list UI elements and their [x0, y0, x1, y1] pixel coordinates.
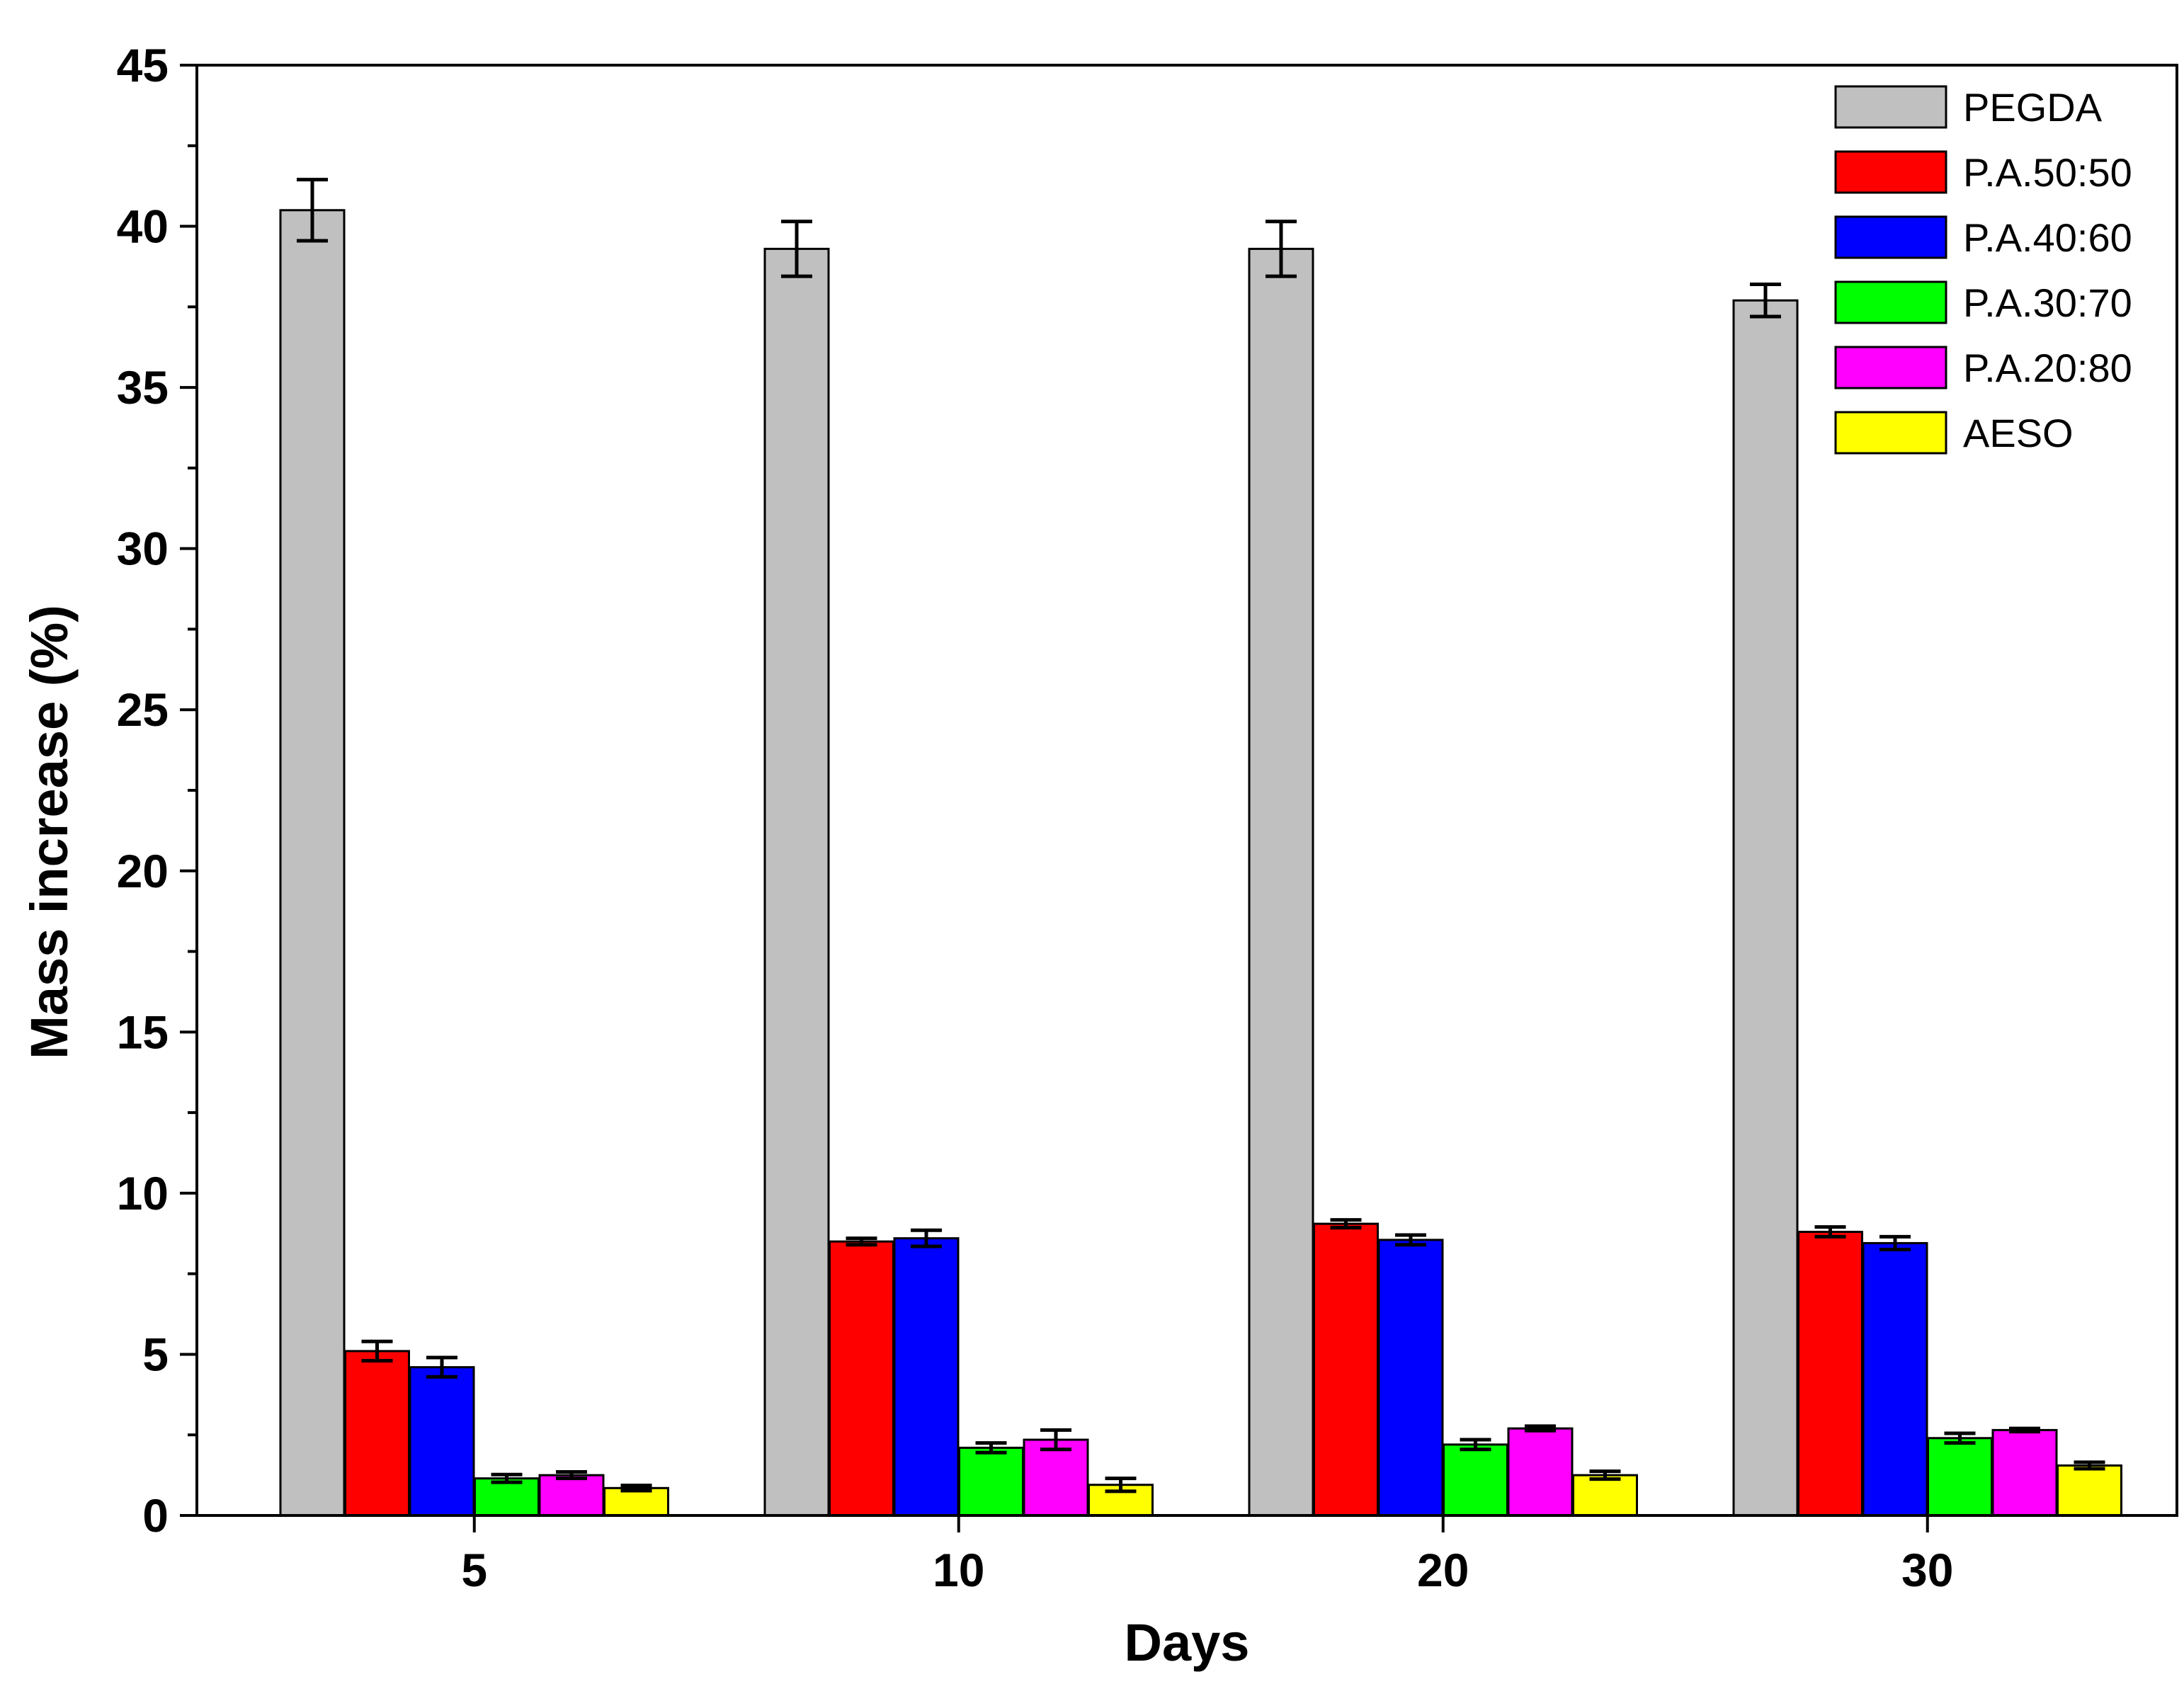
error-bar-aeso-day-5	[620, 1484, 652, 1493]
bar-pegda-day-5	[279, 209, 346, 1517]
y-tick-label: 15	[117, 1006, 169, 1058]
error-bar-p-a-30-70-day-30	[1944, 1431, 1976, 1445]
bar-aeso-day-30	[2057, 1464, 2122, 1517]
y-tick-label: 10	[117, 1167, 169, 1219]
bar-p-a-40-60-day-30	[1862, 1241, 1928, 1517]
error-bar-p-a-40-60-day-5	[426, 1355, 457, 1379]
x-tick-label: 30	[1901, 1544, 1953, 1596]
error-bar-aeso-day-30	[2074, 1460, 2105, 1471]
error-bar-p-a-20-80-day-10	[1040, 1428, 1071, 1452]
legend: PEGDA P.A.50:50 P.A.40:60 P.A.30:70 P.A.20:8…	[1834, 85, 2132, 455]
bar-aeso-day-5	[603, 1486, 669, 1517]
error-bar-p-a-30-70-day-20	[1460, 1438, 1491, 1452]
legend-swatch-p-a-40-60	[1834, 215, 1947, 259]
y-tick-label: 20	[117, 845, 169, 897]
bar-p-a-20-80-day-30	[1991, 1428, 2058, 1517]
bar-p-a-30-70-day-30	[1927, 1437, 1993, 1517]
y-tick-label: 0	[142, 1489, 169, 1542]
bar-p-a-40-60-day-5	[409, 1366, 475, 1517]
legend-swatch-p-a-20-80	[1834, 346, 1947, 389]
x-tick-label: 5	[461, 1544, 487, 1596]
error-bar-p-a-50-50-day-5	[361, 1339, 393, 1363]
error-bar-aeso-day-20	[1589, 1469, 1621, 1481]
bar-p-a-20-80-day-20	[1507, 1427, 1574, 1517]
bar-p-a-50-50-day-5	[344, 1350, 410, 1517]
error-bar-aeso-day-10	[1105, 1477, 1137, 1494]
y-tick-label: 40	[117, 200, 169, 253]
bar-p-a-30-70-day-20	[1443, 1443, 1508, 1517]
legend-swatch-p-a-30-70	[1834, 280, 1947, 324]
bar-p-a-50-50-day-20	[1313, 1222, 1379, 1517]
error-bar-pegda-day-5	[297, 178, 328, 243]
error-bar-p-a-30-70-day-5	[491, 1472, 523, 1484]
error-bar-p-a-40-60-day-30	[1879, 1234, 1911, 1252]
legend-label-pegda: PEGDA	[1963, 85, 2103, 130]
error-bar-p-a-50-50-day-30	[1814, 1225, 1846, 1239]
legend-swatch-p-a-50-50	[1834, 150, 1947, 194]
y-tick-label: 45	[117, 39, 169, 91]
y-tick-label: 30	[117, 523, 169, 575]
bar-pegda-day-30	[1732, 299, 1799, 1517]
bar-p-a-20-80-day-5	[538, 1474, 605, 1517]
bar-p-a-40-60-day-10	[893, 1237, 960, 1517]
bar-p-a-50-50-day-10	[829, 1240, 894, 1517]
error-bar-pegda-day-10	[781, 220, 812, 278]
legend-label-aeso: AESO	[1963, 411, 2074, 455]
bar-p-a-20-80-day-10	[1023, 1438, 1089, 1517]
bar-pegda-day-10	[763, 247, 830, 1517]
error-bar-pegda-day-20	[1266, 220, 1297, 278]
error-bar-p-a-20-80-day-20	[1525, 1424, 1556, 1433]
bar-p-a-40-60-day-20	[1377, 1239, 1444, 1517]
x-tick-label: 10	[933, 1544, 984, 1596]
y-axis-title: Mass increase (%)	[20, 605, 79, 1059]
x-axis-title: Days	[1125, 1613, 1250, 1672]
legend-label-p-a-40-60: P.A.40:60	[1963, 215, 2132, 260]
y-tick-label: 35	[117, 361, 169, 414]
bars-layer	[279, 178, 2122, 1517]
y-tick-label: 25	[117, 683, 169, 736]
bar-p-a-30-70-day-10	[958, 1446, 1024, 1517]
axes-layer: 0 5 10 15 20 25 30 35 40 45 5 10 20 30	[117, 39, 2178, 1596]
legend-swatch-pegda	[1834, 85, 1947, 129]
error-bar-p-a-40-60-day-10	[911, 1228, 942, 1248]
bar-p-a-50-50-day-30	[1797, 1231, 1863, 1517]
error-bar-p-a-40-60-day-20	[1395, 1233, 1426, 1247]
bar-pegda-day-20	[1248, 247, 1314, 1517]
error-bar-p-a-50-50-day-20	[1330, 1218, 1362, 1230]
error-bar-pegda-day-30	[1750, 282, 1781, 319]
legend-label-p-a-20-80: P.A.20:80	[1963, 346, 2132, 390]
legend-label-p-a-30-70: P.A.30:70	[1963, 280, 2132, 325]
error-bar-p-a-30-70-day-10	[975, 1441, 1007, 1455]
legend-swatch-aeso	[1834, 411, 1947, 455]
legend-label-p-a-50-50: P.A.50:50	[1963, 150, 2132, 195]
error-bar-p-a-20-80-day-30	[2009, 1426, 2040, 1434]
error-bar-p-a-50-50-day-10	[846, 1236, 877, 1247]
x-tick-label: 20	[1417, 1544, 1469, 1596]
y-tick-label: 5	[142, 1328, 169, 1380]
bar-aeso-day-20	[1572, 1474, 1638, 1517]
error-bar-p-a-20-80-day-5	[556, 1470, 587, 1481]
